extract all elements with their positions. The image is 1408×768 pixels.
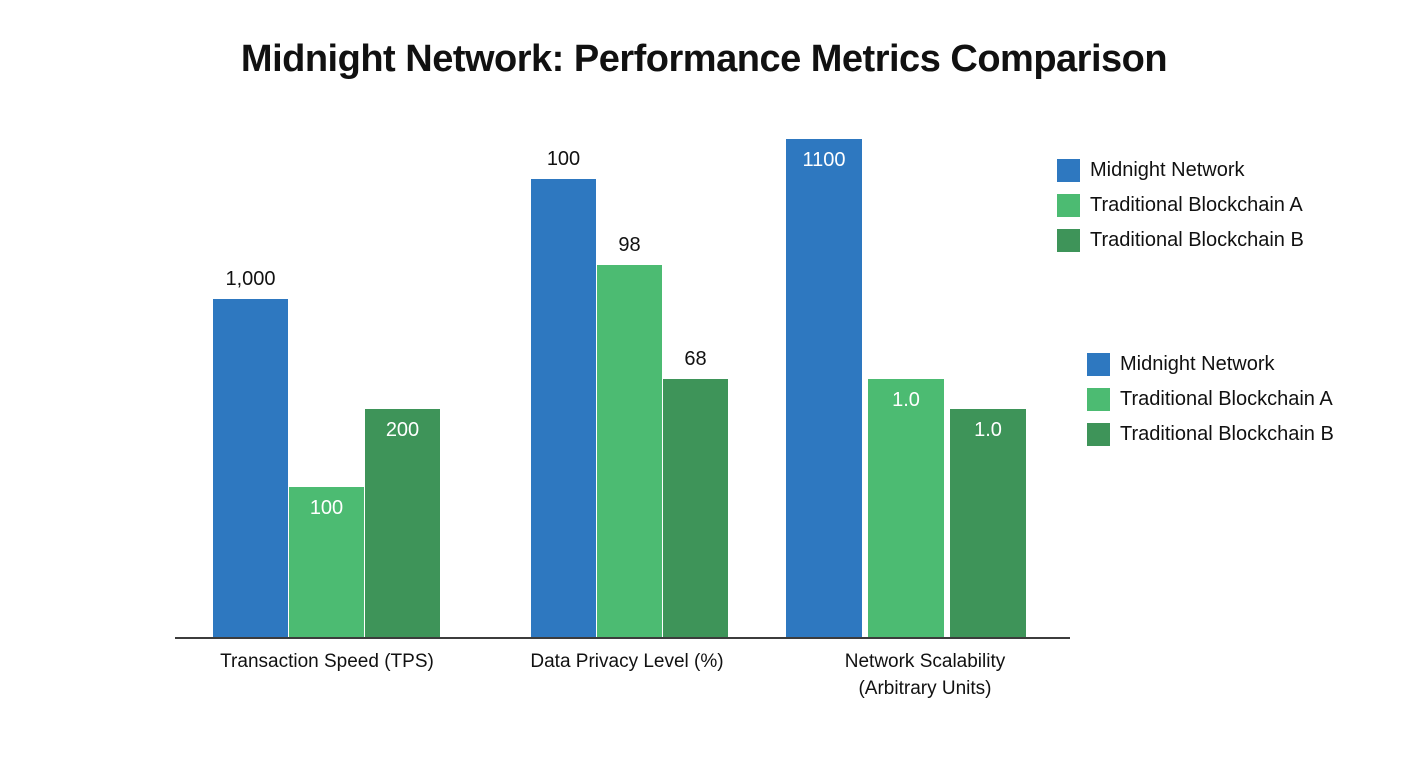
legend-item: Traditional Blockchain B [1087,423,1334,446]
legend-secondary: Midnight Network Traditional Blockchain A… [1087,353,1334,446]
bar-value-label: 100 [546,148,581,170]
bar-traditional-blockchain-a: 1.0 [868,379,944,637]
bar-group: 1,000 100 200 [213,268,440,637]
legend-label: Traditional Blockchain B [1120,423,1334,445]
bar-midnight-network: 1,000 [213,268,288,637]
x-axis-line [175,637,1070,639]
legend-swatch [1087,423,1110,446]
legend-label: Midnight Network [1120,353,1275,375]
legend-label: Traditional Blockchain B [1090,229,1304,251]
bar-midnight-network: 1100 [786,139,862,637]
bar-traditional-blockchain-b: 200 [365,409,440,637]
legend-item: Midnight Network [1057,159,1304,182]
legend-swatch [1087,353,1110,376]
bar-traditional-blockchain-a: 100 [289,487,364,637]
bar-group: 100 98 68 [531,148,728,637]
bar-midnight-network: 100 [531,148,596,637]
legend-primary: Midnight Network Traditional Blockchain A… [1057,159,1304,252]
bar-value-label: 98 [618,234,641,256]
bar-value-label: 100 [309,497,344,519]
chart-title: Midnight Network: Performance Metrics Co… [240,38,1168,80]
legend-label: Traditional Blockchain A [1090,194,1303,216]
legend-label: Traditional Blockchain A [1120,388,1333,410]
legend-item: Traditional Blockchain B [1057,229,1304,252]
bar-value-label: 1.0 [974,419,1002,441]
legend-item: Traditional Blockchain A [1087,388,1334,411]
category-label: Transaction Speed (TPS) [220,651,434,672]
bar-traditional-blockchain-b: 1.0 [950,409,1026,637]
bar-value-label: 1,000 [225,268,276,290]
legend-swatch [1087,388,1110,411]
legend-item: Midnight Network [1087,353,1334,376]
bar-value-label: 68 [684,348,707,370]
bar-value-label: 1.0 [892,389,920,411]
legend-swatch [1057,159,1080,182]
legend-label: Midnight Network [1090,159,1245,181]
bar-traditional-blockchain-b: 68 [663,348,728,637]
legend-swatch [1057,194,1080,217]
category-label: Data Privacy Level (%) [530,651,724,672]
category-label: Network Scalability (Arbitrary Units) [844,651,1006,699]
bar-value-label: 1100 [802,149,846,171]
legend-item: Traditional Blockchain A [1057,194,1304,217]
bar-group: 1100 1.0 1.0 [786,139,1026,637]
bar-value-label: 200 [385,419,420,441]
legend-swatch [1057,229,1080,252]
bar-traditional-blockchain-a: 98 [597,234,662,637]
